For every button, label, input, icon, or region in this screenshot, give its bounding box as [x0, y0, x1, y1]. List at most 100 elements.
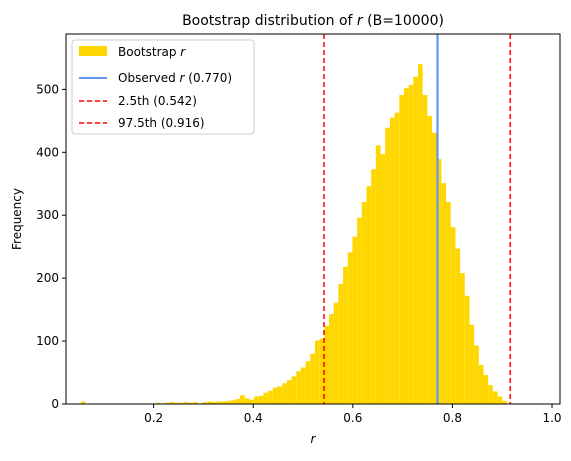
chart-title: Bootstrap distribution of r (B=10000): [182, 13, 444, 29]
legend: Bootstrap r Observed r (0.770) 2.5th (0.…: [71, 39, 255, 135]
histogram-bar: [212, 402, 217, 404]
histogram-bar: [474, 345, 479, 404]
histogram-bar: [188, 402, 194, 404]
histogram-bar: [469, 324, 475, 404]
histogram-bar: [296, 371, 301, 404]
histogram-bar: [183, 402, 189, 404]
y-axis-label: Frequency: [10, 188, 24, 250]
histogram-bar: [375, 145, 381, 404]
histogram-bar: [169, 402, 175, 404]
histogram-bar: [389, 117, 395, 404]
histogram-bar: [432, 132, 437, 404]
histogram-bar: [291, 376, 297, 404]
histogram-bar: [165, 402, 170, 404]
plot-frame: [65, 33, 561, 405]
histogram-bar: [380, 154, 386, 404]
histogram-bars: [80, 64, 507, 405]
histogram-bar: [319, 338, 325, 404]
histogram-bar: [502, 400, 507, 404]
x-tick-label: 0.6: [343, 411, 362, 425]
y-tick-label: 200: [36, 271, 59, 285]
histogram-bar: [174, 402, 180, 404]
histogram-bar: [179, 402, 184, 404]
histogram-bar: [441, 183, 447, 404]
histogram-bar: [399, 95, 404, 404]
histogram-bar: [361, 202, 367, 404]
x-tick-label: 0.8: [443, 411, 462, 425]
histogram-bar: [413, 76, 418, 404]
legend-label-observed: Observed r (0.770): [118, 71, 232, 85]
histogram-bar: [207, 401, 213, 404]
histogram-bar: [422, 95, 428, 404]
histogram-bar: [427, 115, 433, 404]
y-tick-label: 400: [36, 145, 59, 159]
histogram-bar: [310, 353, 315, 404]
legend-label-lower: 2.5th (0.542): [118, 94, 197, 108]
histogram-bar: [277, 386, 283, 404]
histogram-bar: [343, 266, 348, 404]
histogram-bar: [483, 375, 489, 404]
histogram-bar: [446, 202, 451, 404]
histogram-bar: [235, 398, 241, 404]
y-axis-ticks: 0 100 200 300 400 500: [36, 82, 66, 411]
histogram-bar: [492, 391, 498, 404]
histogram-bar: [357, 217, 362, 404]
histogram-bar: [464, 295, 470, 404]
histogram-bar: [450, 227, 456, 404]
histogram-bar: [488, 385, 493, 404]
histogram-bar: [403, 88, 409, 404]
histogram-bar: [216, 401, 222, 404]
histogram-bar: [258, 395, 264, 404]
histogram-bar: [385, 127, 390, 404]
y-tick-label: 500: [36, 82, 59, 96]
histogram-bar: [282, 383, 287, 404]
histogram-bar: [324, 325, 330, 404]
histogram-bar: [268, 390, 273, 404]
histogram-bar: [272, 387, 278, 404]
histogram-bar: [240, 395, 245, 404]
histogram-bar: [305, 361, 311, 404]
legend-swatch-bootstrap: [79, 46, 107, 56]
histogram-bar: [193, 402, 198, 404]
histogram-bar: [478, 364, 484, 404]
histogram-bar: [455, 248, 461, 404]
histogram-bar: [226, 400, 231, 404]
x-axis-ticks: 0.2 0.4 0.6 0.8 1.0: [144, 404, 562, 425]
histogram-bar: [249, 399, 255, 404]
histogram-bar: [417, 64, 423, 405]
histogram-bar: [436, 159, 442, 404]
x-tick-label: 1.0: [542, 411, 561, 425]
histogram-bar: [460, 273, 465, 404]
histogram-bar: [286, 380, 292, 404]
histogram-bar: [263, 392, 269, 404]
y-tick-label: 0: [51, 397, 59, 411]
histogram-bar: [300, 367, 306, 404]
legend-box: [71, 39, 255, 135]
histogram-bar: [371, 169, 376, 404]
histogram-bar: [338, 283, 344, 404]
histogram-bar: [314, 340, 320, 404]
histogram-bar: [230, 400, 236, 404]
histogram-bar: [202, 402, 208, 404]
histogram-bar: [497, 396, 503, 404]
histogram-bar: [244, 398, 250, 404]
histogram-bar: [352, 236, 358, 404]
histogram-bar: [155, 402, 161, 404]
histogram-bar: [329, 314, 334, 404]
histogram-bar: [221, 401, 227, 404]
histogram-bar: [408, 84, 414, 404]
legend-label-upper: 97.5th (0.916): [118, 116, 205, 130]
histogram-bar: [347, 252, 353, 404]
histogram-bar: [333, 302, 339, 404]
reference-lines: [323, 34, 511, 404]
x-axis-label: r: [311, 432, 317, 446]
x-tick-label: 0.2: [144, 411, 163, 425]
histogram-bar: [394, 112, 400, 404]
histogram-bar: [366, 186, 372, 404]
legend-label-bootstrap: Bootstrap r: [118, 45, 186, 59]
y-tick-label: 300: [36, 208, 59, 222]
x-tick-label: 0.4: [244, 411, 263, 425]
y-tick-label: 100: [36, 334, 59, 348]
